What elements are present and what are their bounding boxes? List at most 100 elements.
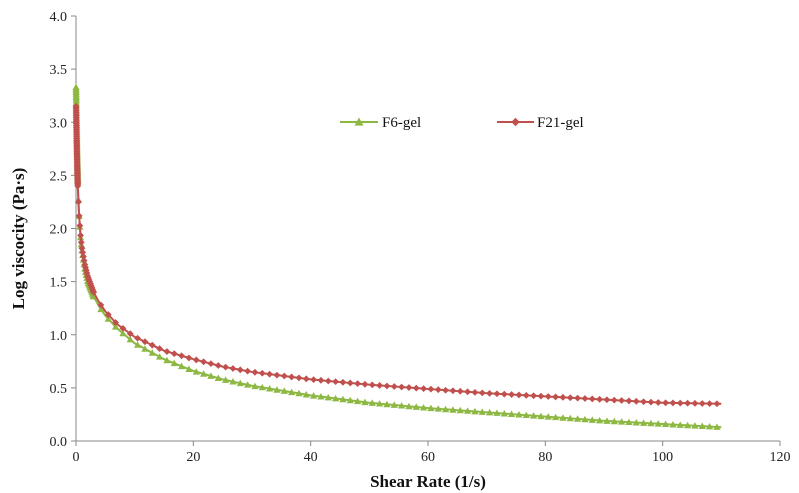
data-point — [684, 421, 692, 429]
data-point — [185, 354, 193, 362]
data-point — [427, 385, 435, 393]
data-point — [522, 391, 530, 399]
legend-marker — [511, 117, 520, 127]
data-point — [691, 422, 699, 429]
series-f6-gel — [72, 83, 722, 430]
data-point — [77, 231, 84, 239]
data-point — [148, 341, 156, 349]
data-point — [522, 411, 530, 419]
data-point — [486, 389, 493, 397]
data-point — [412, 403, 420, 410]
data-point — [508, 391, 515, 398]
data-point — [390, 383, 398, 390]
data-point — [486, 408, 494, 416]
data-point — [244, 367, 251, 375]
axes: 0.0 0.5 1.0 1.5 2.0 2.5 3.0 3.5 4.0 0 20 40 60 80 100 1… — [50, 10, 791, 465]
data-point — [596, 395, 603, 403]
data-point — [464, 407, 472, 414]
data-point — [471, 407, 479, 415]
data-point — [185, 365, 193, 373]
data-point — [280, 372, 288, 380]
data-point — [368, 381, 376, 389]
data-point — [75, 212, 83, 220]
x-tick-label: 120 — [770, 450, 791, 465]
data-point — [442, 386, 449, 394]
data-point — [251, 382, 259, 390]
data-point — [698, 422, 706, 430]
data-point — [163, 348, 171, 355]
data-point — [258, 383, 266, 391]
legend-item-f6-gel: F6-gel — [340, 115, 421, 131]
data-point — [713, 423, 721, 430]
data-point — [82, 266, 90, 274]
data-point — [77, 238, 85, 246]
data-point — [383, 382, 391, 390]
data-point — [464, 388, 471, 396]
data-point — [310, 392, 318, 399]
data-point — [119, 324, 127, 332]
data-point — [566, 394, 574, 402]
data-point — [361, 398, 369, 406]
data-point — [640, 398, 647, 406]
data-point — [574, 415, 582, 422]
data-point — [229, 365, 237, 372]
data-point — [508, 410, 516, 417]
data-point — [90, 292, 98, 300]
data-point — [676, 421, 684, 428]
y-tick-label: 4.0 — [50, 10, 68, 25]
data-point — [90, 288, 97, 296]
data-point — [134, 334, 141, 342]
data-point — [302, 375, 310, 383]
data-point — [405, 402, 413, 410]
data-point — [200, 358, 207, 366]
data-point — [544, 393, 552, 400]
data-point — [288, 373, 295, 381]
data-point — [625, 418, 633, 426]
data-point — [82, 264, 89, 271]
data-point — [398, 383, 405, 391]
data-point — [354, 397, 362, 405]
data-point — [288, 388, 296, 396]
data-point — [493, 390, 501, 398]
data-point — [640, 419, 648, 426]
data-point — [126, 335, 134, 343]
data-point — [361, 380, 369, 388]
data-point — [104, 315, 112, 322]
data-point — [346, 396, 354, 404]
data-point — [170, 350, 178, 358]
data-point — [178, 362, 186, 370]
data-point — [229, 378, 237, 385]
data-point — [112, 323, 120, 330]
data-point — [552, 413, 560, 421]
x-axis-title: Shear Rate (1/s) — [370, 472, 486, 491]
data-point — [390, 401, 398, 408]
data-point — [354, 380, 361, 388]
data-point — [647, 398, 655, 406]
data-point — [214, 374, 222, 381]
data-point — [478, 408, 486, 415]
data-point — [537, 412, 545, 420]
data-point — [339, 378, 347, 386]
x-tick-label: 100 — [652, 450, 673, 465]
x-tick-label: 60 — [421, 450, 435, 465]
data-point — [581, 395, 589, 402]
data-point — [156, 353, 164, 360]
data-point — [471, 388, 479, 396]
data-point — [214, 362, 222, 369]
legend: F6-gel F21-gel — [340, 115, 584, 131]
y-axis-title: Log viscocity (Pa·s) — [9, 168, 28, 310]
data-point — [515, 391, 523, 399]
data-point — [339, 395, 347, 403]
y-tick-label: 3.0 — [50, 116, 68, 131]
data-point — [610, 396, 618, 404]
data-point — [207, 360, 215, 368]
data-point — [207, 372, 215, 379]
data-point — [192, 368, 200, 375]
data-point — [119, 329, 127, 337]
series-line — [75, 87, 722, 429]
data-point — [104, 311, 112, 318]
data-point — [647, 419, 655, 427]
data-point — [691, 399, 699, 407]
data-point — [295, 374, 303, 382]
data-point — [434, 386, 442, 394]
